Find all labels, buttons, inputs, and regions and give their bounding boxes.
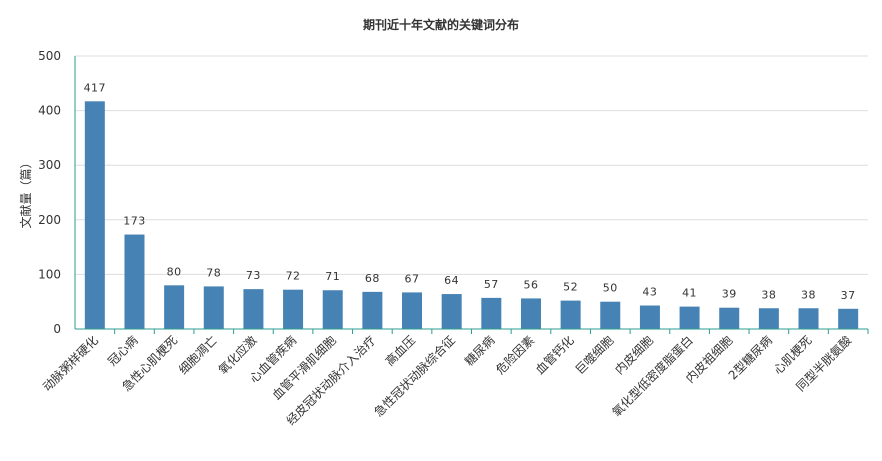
data-label: 38 xyxy=(801,288,816,301)
bar[interactable] xyxy=(243,289,264,329)
data-label: 39 xyxy=(722,288,737,301)
data-label: 57 xyxy=(484,278,499,291)
data-label: 43 xyxy=(642,286,657,299)
bar[interactable] xyxy=(719,307,740,329)
y-tick-label: 200 xyxy=(38,213,61,227)
data-label: 56 xyxy=(523,278,538,291)
data-label: 41 xyxy=(682,287,697,300)
bar[interactable] xyxy=(481,297,502,329)
y-tick-labels: 0 100 200 300 400 500 xyxy=(38,49,61,336)
data-label: 78 xyxy=(206,266,221,279)
bar[interactable] xyxy=(798,308,819,329)
data-label: 173 xyxy=(123,215,146,228)
y-tick-label: 500 xyxy=(38,49,61,63)
bar[interactable] xyxy=(679,306,700,329)
bar[interactable] xyxy=(283,289,304,329)
bar[interactable] xyxy=(600,301,621,329)
bar[interactable] xyxy=(362,291,383,329)
data-label: 72 xyxy=(286,270,301,283)
bar[interactable] xyxy=(203,286,224,329)
bar[interactable] xyxy=(560,300,581,329)
data-label: 67 xyxy=(405,272,420,285)
bar[interactable] xyxy=(164,285,185,329)
bars xyxy=(84,101,859,330)
axes xyxy=(74,56,869,334)
bar[interactable] xyxy=(520,298,541,329)
y-axis-title: 文献量（篇） xyxy=(18,156,33,228)
bar[interactable] xyxy=(84,101,105,330)
x-tick-label: 血管钙化 xyxy=(532,333,577,378)
x-tick-label: 糖尿病 xyxy=(461,333,497,369)
data-labels: 417 173 80 78 73 72 71 68 67 64 57 56 52 50 43 41 39 38 38… xyxy=(84,81,856,301)
grid-lines xyxy=(75,55,868,275)
data-label: 71 xyxy=(325,270,340,283)
data-label: 52 xyxy=(563,281,578,294)
bar[interactable] xyxy=(441,294,462,329)
data-label: 73 xyxy=(246,269,261,282)
y-tick-label: 100 xyxy=(38,267,61,281)
bar[interactable] xyxy=(402,292,423,329)
data-label: 38 xyxy=(761,288,776,301)
data-label: 68 xyxy=(365,272,380,285)
data-label: 37 xyxy=(841,289,856,302)
y-tick-label: 400 xyxy=(38,104,61,118)
chart-title: 期刊近十年文献的关键词分布 xyxy=(362,18,519,32)
y-tick-label: 0 xyxy=(53,322,61,336)
x-tick-label: 2型糖尿病 xyxy=(725,333,775,383)
x-tick-label: 细胞凋亡 xyxy=(176,333,220,377)
x-tick-label: 巨噬细胞 xyxy=(572,333,617,378)
bar[interactable] xyxy=(838,308,859,329)
y-tick-label: 300 xyxy=(38,158,61,172)
data-label: 417 xyxy=(84,81,107,94)
x-tick-label: 动脉粥样硬化 xyxy=(39,333,101,395)
x-tick-labels: 动脉粥样硬化 冠心病急性心肌梗死细胞凋亡氧化应激心血管疾病血管平滑肌细胞经皮冠状动… xyxy=(39,333,854,428)
bar[interactable] xyxy=(758,308,779,329)
x-tick-label: 高血压 xyxy=(382,333,418,369)
bar[interactable] xyxy=(322,290,343,329)
bar[interactable] xyxy=(124,234,145,329)
bar[interactable] xyxy=(639,305,660,329)
data-label: 50 xyxy=(603,282,618,295)
data-label: 80 xyxy=(167,265,182,278)
x-tick-label: 危险因素 xyxy=(493,333,538,378)
x-tick-label: 冠心病 xyxy=(105,333,141,369)
data-label: 64 xyxy=(444,274,459,287)
